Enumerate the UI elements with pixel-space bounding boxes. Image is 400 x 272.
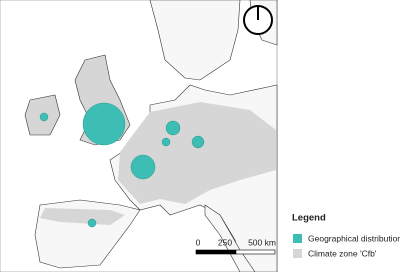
legend-label: Geographical distribution — [308, 233, 400, 243]
distribution-marker — [165, 120, 181, 136]
distribution-marker — [130, 154, 156, 180]
italy — [204, 204, 256, 272]
north-arrow — [243, 5, 273, 35]
legend-swatch — [293, 249, 302, 258]
distribution-marker — [39, 112, 49, 122]
distribution-marker — [161, 137, 171, 147]
climate-zone-iberia — [40, 208, 125, 225]
legend: Legend Geographical distribution Climate… — [292, 213, 400, 259]
scale-label: 500 km — [248, 237, 276, 247]
distribution-marker — [87, 218, 97, 228]
scale-bar: 0 250 500 km — [196, 237, 276, 255]
legend-swatch — [293, 234, 302, 243]
legend-label: Climate zone 'Cfb' — [308, 248, 377, 258]
scandinavia — [149, 0, 241, 81]
distribution-marker — [82, 102, 126, 146]
climate-zone-continent — [118, 102, 276, 204]
scale-label: 250 — [218, 237, 232, 247]
distribution-marker — [191, 135, 205, 149]
map: 0 250 500 km — [0, 0, 278, 272]
legend-title: Legend — [292, 213, 326, 224]
scale-label: 0 — [196, 237, 201, 247]
